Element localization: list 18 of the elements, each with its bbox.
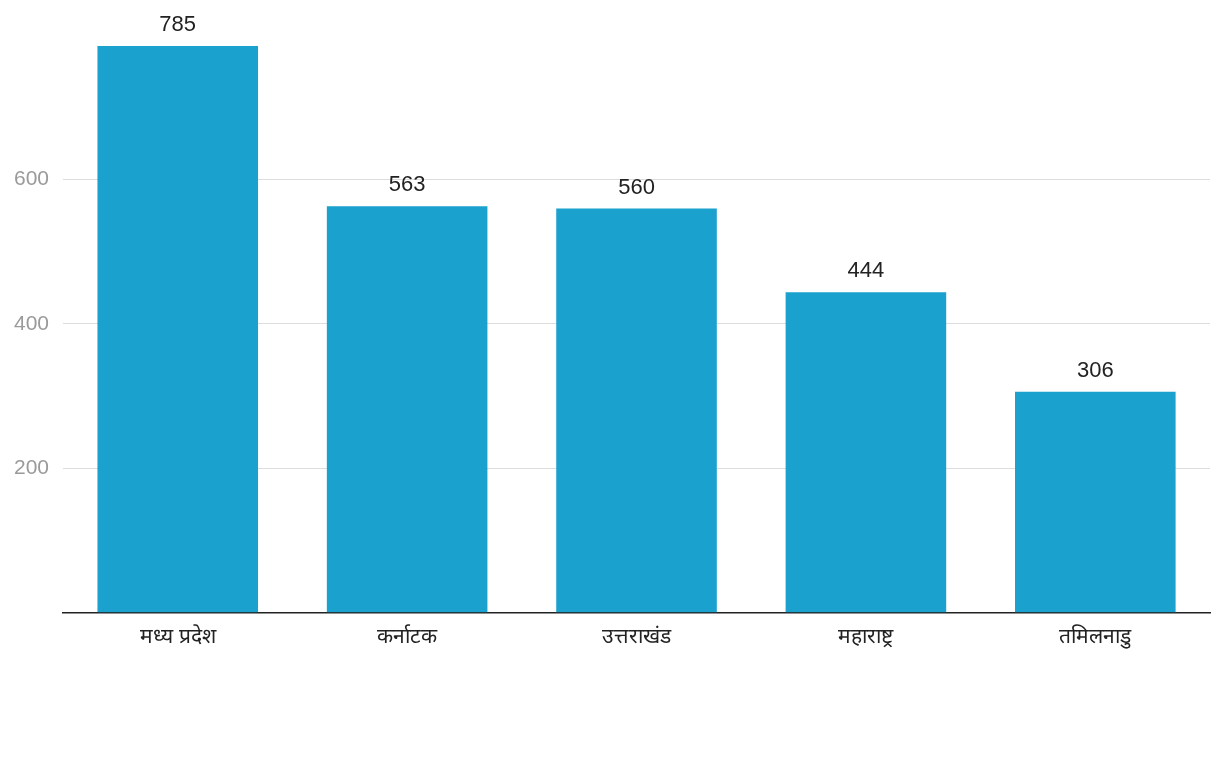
x-tick-label: महाराष्ट्र (838, 624, 895, 649)
x-tick-label: मध्य प्रदेश (139, 624, 217, 648)
data-label: 563 (388, 171, 426, 197)
x-tick-label: उत्तराखंड (602, 624, 673, 648)
y-tick-label: 400 (13, 310, 50, 334)
x-tick-label: कर्नाटक (377, 624, 439, 648)
y-tick-label: 600 (13, 166, 50, 190)
bar (97, 46, 259, 613)
bar (785, 292, 947, 613)
data-label: 560 (618, 173, 655, 199)
bar (1015, 391, 1176, 613)
bar (556, 208, 717, 613)
data-label: 306 (1076, 356, 1114, 382)
data-label: 444 (847, 257, 885, 283)
data-label: 785 (159, 11, 197, 37)
bar (326, 206, 488, 613)
x-tick-label: तमिलनाडु (1059, 624, 1133, 650)
y-tick-label: 200 (13, 455, 50, 479)
